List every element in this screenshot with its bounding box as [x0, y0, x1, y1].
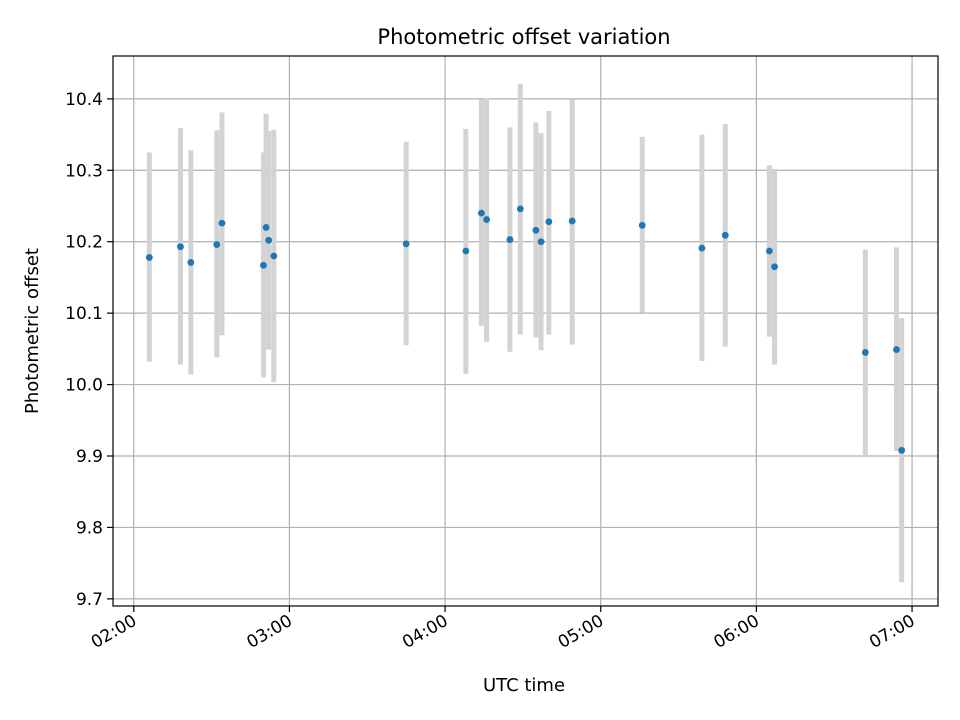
grid: [113, 56, 938, 606]
data-point: [262, 224, 270, 231]
data-point: [898, 446, 906, 454]
data-point: [516, 205, 524, 213]
data-point: [568, 217, 576, 225]
data-point: [698, 244, 706, 252]
y-tick-label: 9.8: [76, 518, 103, 538]
data-point: [861, 349, 869, 356]
chart-title: Photometric offset variation: [377, 25, 670, 49]
data-point: [187, 259, 195, 266]
data-point: [532, 226, 540, 234]
data-point: [260, 261, 267, 269]
data-point: [177, 243, 184, 251]
data-point: [545, 218, 553, 226]
x-axis-title: UTC time: [483, 675, 565, 696]
data-point: [213, 241, 221, 248]
data-point: [218, 219, 226, 227]
plot-frame: [112, 55, 939, 607]
data-point: [462, 247, 470, 255]
y-tick-label: 10.2: [65, 233, 103, 253]
data-point: [145, 254, 153, 261]
y-tick-label: 10.1: [65, 304, 103, 324]
data-point: [893, 346, 900, 353]
y-tick-label: 10.0: [65, 376, 103, 396]
data-point: [771, 263, 778, 271]
y-tick-label: 9.9: [76, 447, 103, 467]
y-tick-label: 10.4: [65, 90, 103, 110]
data-point: [477, 209, 485, 217]
data-point: [265, 236, 273, 244]
y-axis-title: Photometric offset: [22, 248, 43, 414]
y-tick-label: 10.3: [65, 161, 103, 181]
data-point: [483, 216, 490, 223]
data-point: [402, 240, 410, 248]
data-points: [145, 205, 906, 454]
data-point: [765, 247, 773, 255]
data-point: [638, 221, 646, 229]
y-tick-label: 9.7: [76, 590, 103, 610]
data-point: [270, 252, 278, 260]
data-point: [721, 231, 729, 239]
data-point: [537, 238, 545, 246]
data-point: [506, 236, 514, 243]
